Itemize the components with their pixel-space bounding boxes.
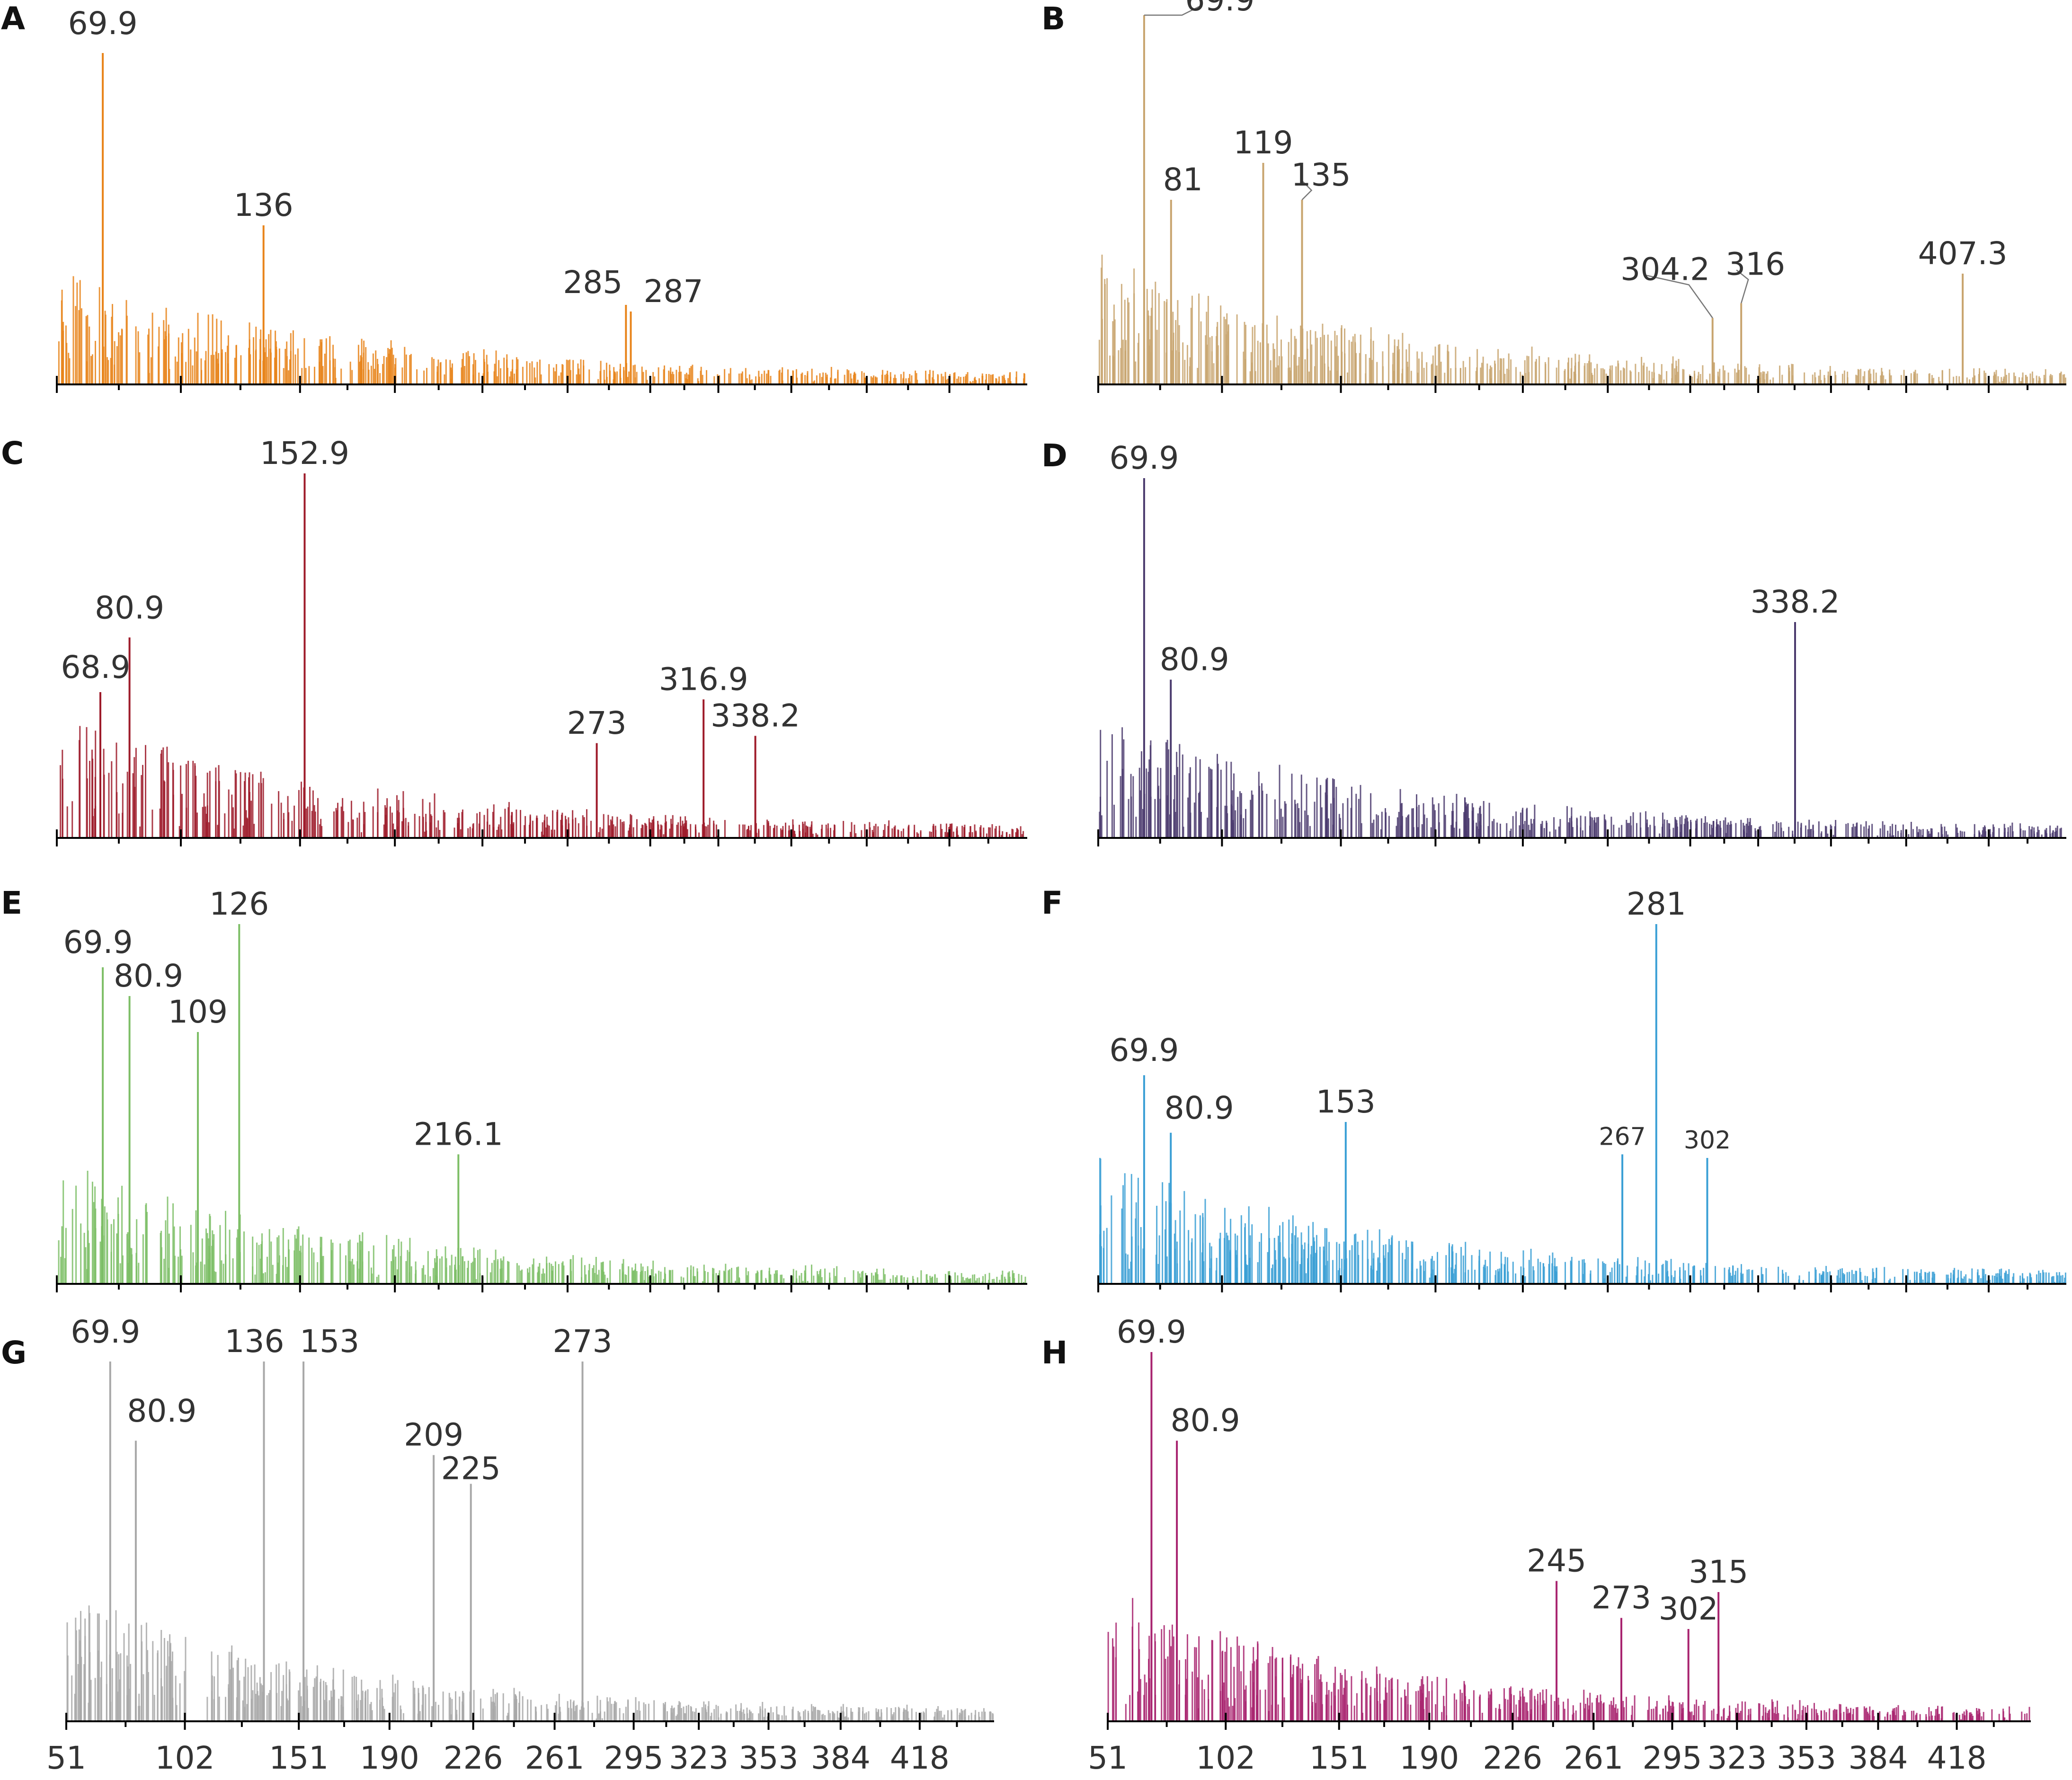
x-tick-label: 323	[669, 1740, 729, 1776]
peak-label: 216.1	[414, 1116, 503, 1152]
peak-label: 80.9	[1165, 1090, 1234, 1126]
x-tick-label: 384	[1848, 1740, 1908, 1776]
panel-letter-g: G	[1, 1335, 27, 1371]
panel-letter-b: B	[1041, 0, 1065, 37]
peak-label: 273	[553, 1323, 613, 1360]
peak-label: 316.9	[659, 661, 748, 697]
x-tick-label: 418	[890, 1740, 950, 1776]
peak-label: 273	[1592, 1580, 1651, 1616]
peak-label: 69.9	[71, 1314, 140, 1350]
peak-label: 69.9	[1109, 440, 1179, 476]
peak-label: 81	[1163, 161, 1203, 198]
peak-label: 69.9	[1117, 1314, 1186, 1350]
x-tick-label: 418	[1927, 1740, 1987, 1776]
panel-letter-e: E	[1, 885, 22, 921]
x-tick-label: 353	[739, 1740, 799, 1776]
peak-label: 126	[209, 886, 269, 922]
peak-label: 285	[563, 264, 622, 301]
x-tick-label: 151	[1309, 1740, 1369, 1776]
panel-letter-f: F	[1041, 885, 1063, 921]
peak-leader-line	[1646, 275, 1713, 319]
panel-letter-c: C	[1, 435, 24, 472]
x-tick-label: 261	[1564, 1740, 1623, 1776]
peak-label: 153	[1316, 1084, 1376, 1120]
x-tick-label: 102	[1196, 1740, 1255, 1776]
x-tick-label: 226	[444, 1740, 503, 1776]
peak-label: 119	[1234, 125, 1293, 161]
peak-label: 80.9	[114, 958, 183, 994]
peak-label: 302	[1684, 1126, 1731, 1155]
peak-label: 209	[404, 1417, 463, 1453]
x-tick-label: 384	[811, 1740, 871, 1776]
peak-label: 69.9	[1185, 0, 1254, 18]
panel-letter-a: A	[1, 0, 25, 37]
x-tick-label: 190	[360, 1740, 419, 1776]
x-tick-label: 226	[1483, 1740, 1542, 1776]
peak-label: 69.9	[68, 5, 138, 42]
peak-label: 69.9	[1109, 1032, 1179, 1068]
x-tick-label: 261	[525, 1740, 585, 1776]
peak-label: 80.9	[127, 1393, 196, 1429]
peak-leader-line	[1736, 269, 1749, 303]
peak-label: 69.9	[63, 924, 133, 961]
peak-label: 109	[168, 994, 228, 1030]
peak-label: 80.9	[95, 590, 164, 626]
x-tick-label: 323	[1707, 1740, 1767, 1776]
peak-label: 315	[1689, 1554, 1748, 1590]
x-tick-label: 102	[155, 1740, 215, 1776]
panel-a: A 69.9 136 285 287	[1, 0, 1027, 393]
panel-f: F 69.9 80.9 153 267 281 302	[1041, 885, 2066, 1292]
panel-d: D 69.9 80.9 338.2	[1041, 437, 2066, 846]
x-tick-label: 353	[1777, 1740, 1836, 1776]
x-tick-label: 51	[46, 1740, 86, 1776]
peak-label: 245	[1527, 1543, 1586, 1579]
peak-label: 281	[1627, 886, 1686, 922]
peak-leader-line	[1301, 180, 1313, 200]
x-tick-label: 295	[604, 1740, 664, 1776]
peak-label: 153	[300, 1323, 359, 1360]
peak-label: 136	[225, 1323, 285, 1360]
peak-label: 135	[1291, 157, 1351, 193]
peak-label: 273	[567, 705, 627, 741]
peak-label: 302	[1659, 1591, 1718, 1627]
peak-label: 407.3	[1918, 235, 2008, 272]
peak-label: 225	[441, 1450, 501, 1486]
peak-label: 80.9	[1171, 1402, 1240, 1439]
peak-label: 338.2	[1751, 584, 1840, 620]
panel-letter-d: D	[1041, 437, 1067, 474]
x-tick-label: 295	[1642, 1740, 1702, 1776]
x-tick-label: 190	[1399, 1740, 1459, 1776]
x-tick-label: 51	[1088, 1740, 1128, 1776]
peak-label: 136	[234, 187, 293, 223]
peak-label: 304.2	[1620, 251, 1710, 288]
peak-label: 287	[644, 273, 703, 310]
peak-label: 267	[1599, 1122, 1645, 1151]
x-tick-label: 151	[269, 1740, 329, 1776]
peak-leader-line	[1144, 5, 1201, 16]
peak-label: 152.9	[260, 435, 349, 472]
peak-label: 338.2	[711, 697, 800, 734]
peak-label: 316	[1725, 246, 1785, 282]
panel-letter-h: H	[1041, 1335, 1067, 1371]
peak-label: 80.9	[1160, 641, 1229, 678]
peak-label: 68.9	[61, 649, 131, 685]
